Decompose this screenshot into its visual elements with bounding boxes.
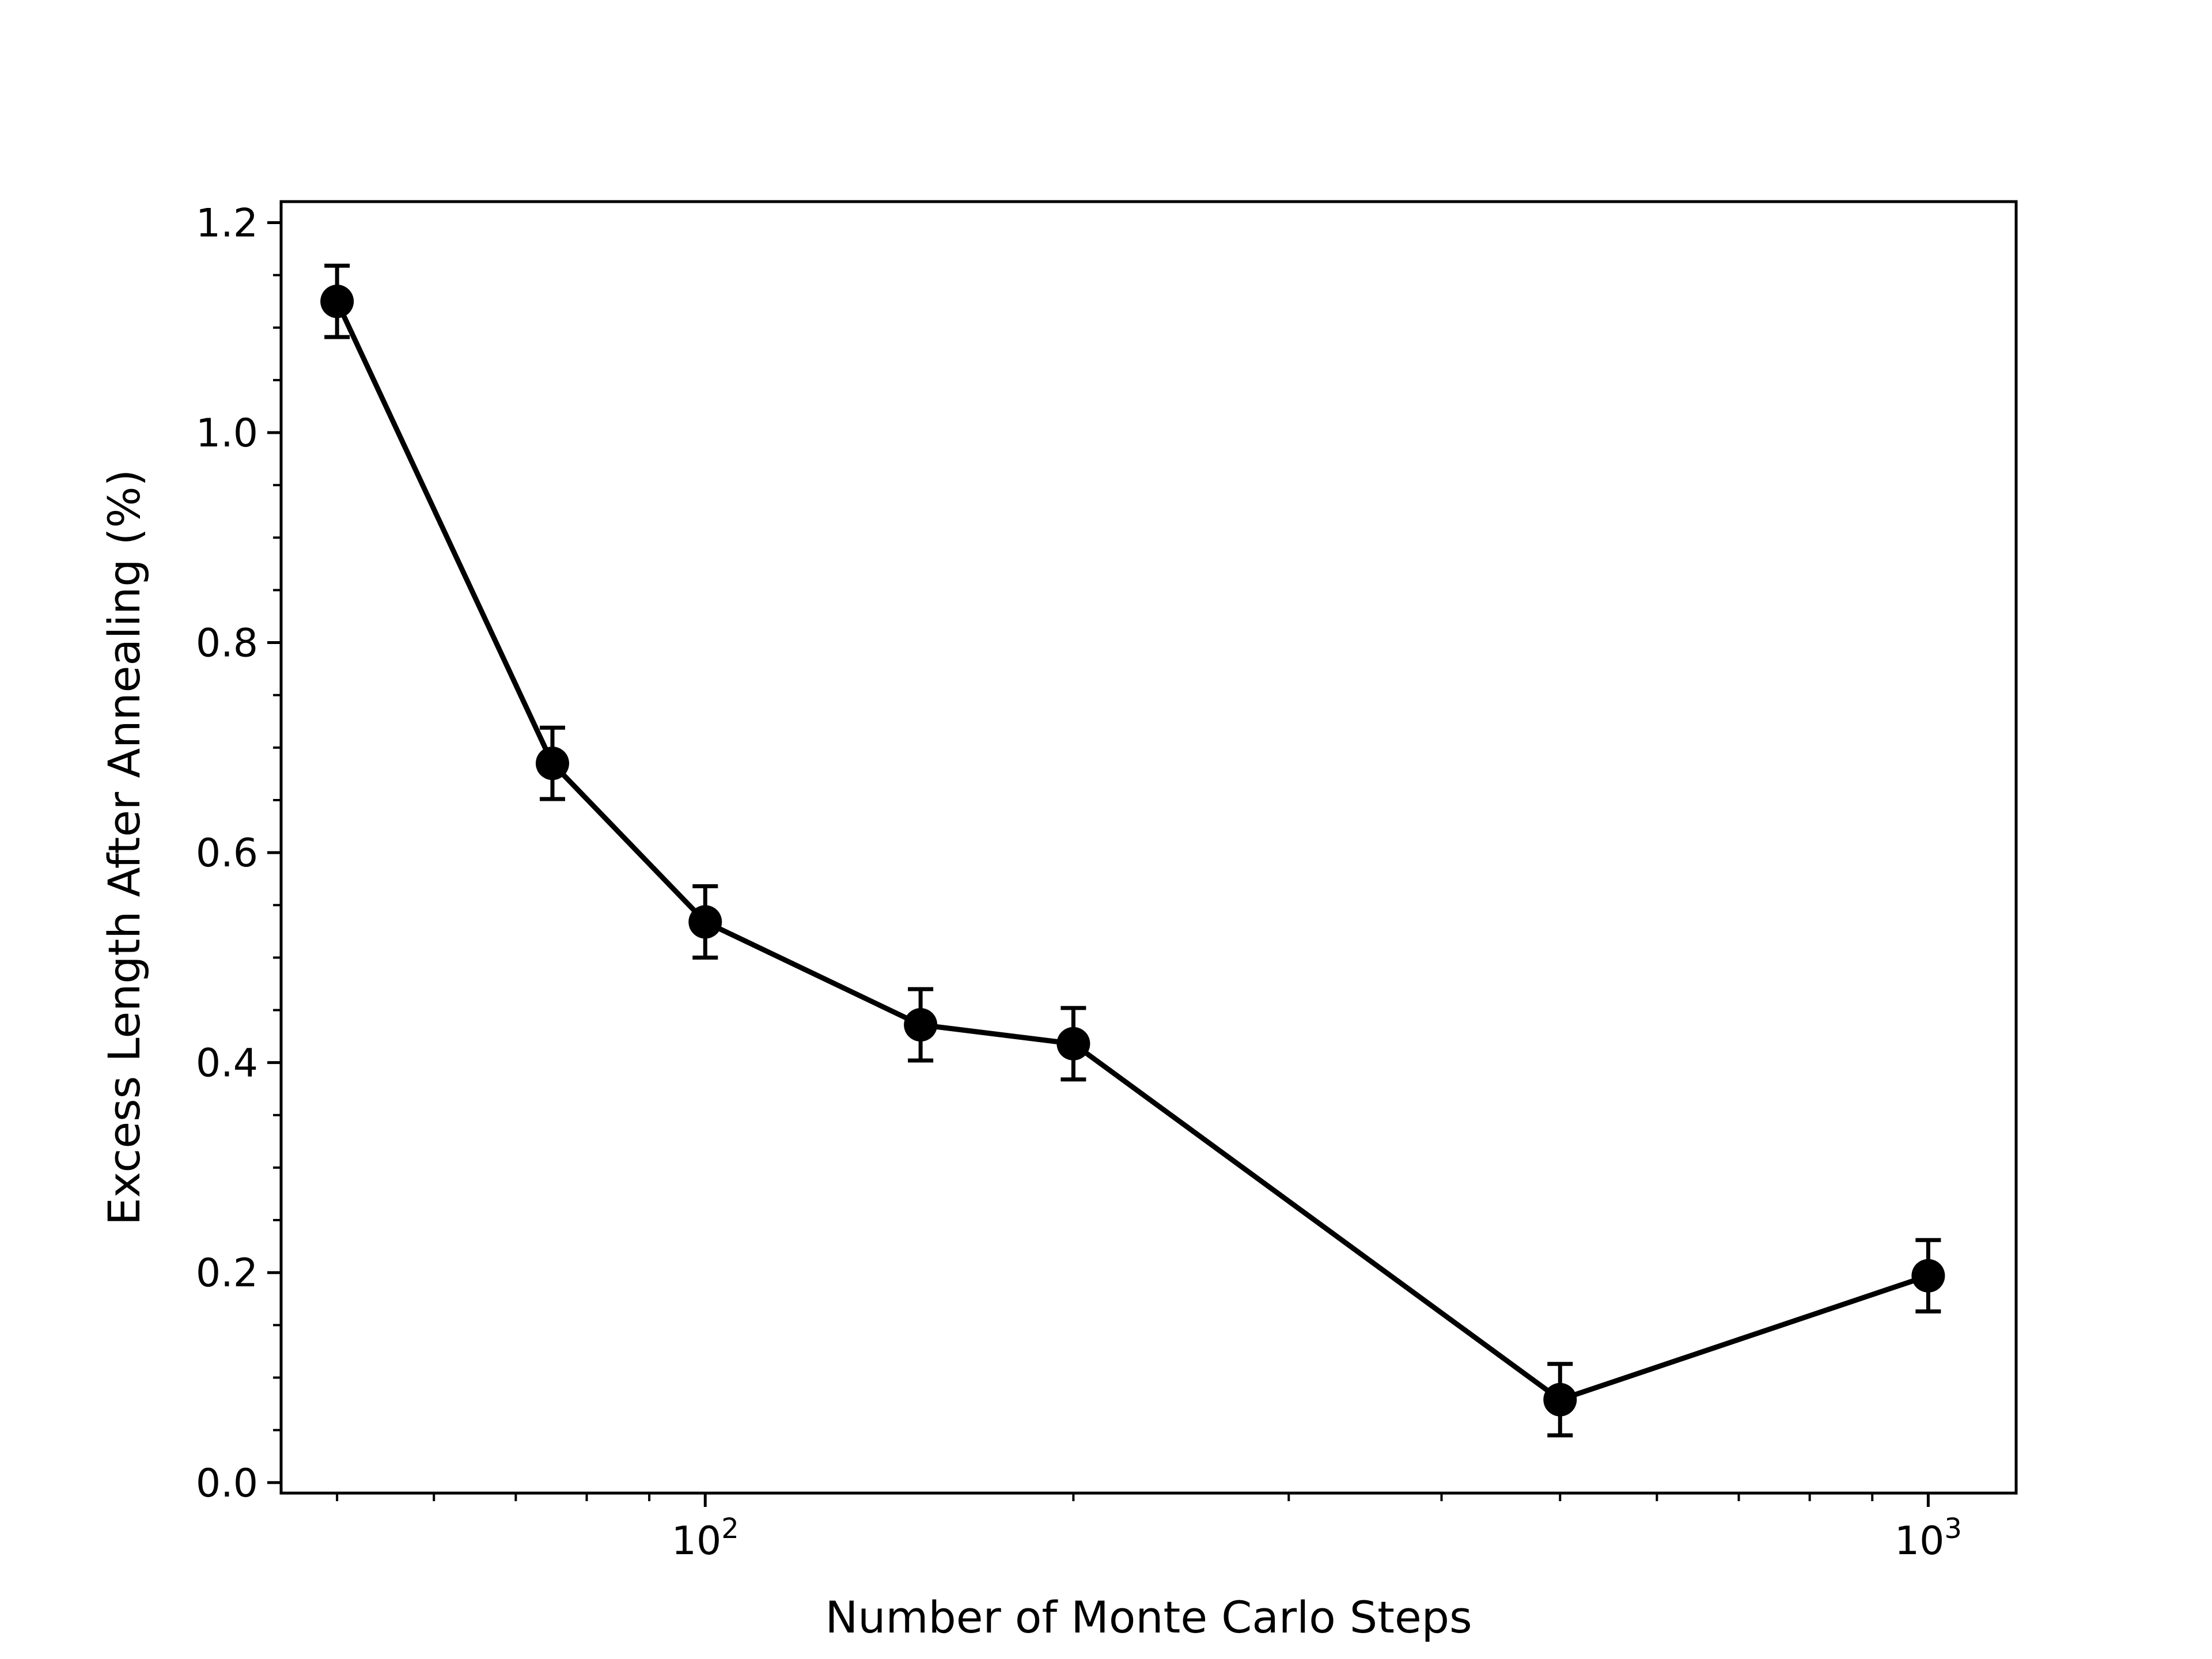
data-point	[320, 285, 354, 319]
y-tick-label: 1.2	[196, 200, 258, 246]
data-point	[688, 905, 722, 939]
data-point	[1056, 1027, 1090, 1060]
data-point	[904, 1008, 938, 1042]
y-tick-label: 0.0	[196, 1461, 258, 1506]
data-point	[536, 747, 570, 781]
y-tick-label: 0.8	[196, 621, 258, 666]
y-axis-label: Excess Length After Annealing (%)	[99, 469, 150, 1225]
x-axis-label: Number of Monte Carlo Steps	[825, 1592, 1472, 1643]
data-point	[1911, 1259, 1945, 1293]
major-ticks: 0.0 0.2 0.4 0.6 0.8 1.0 1.2 102 103	[196, 200, 1962, 1564]
y-tick-label: 0.2	[196, 1251, 258, 1296]
y-tick-label: 0.4	[196, 1041, 258, 1086]
y-tick-label: 0.6	[196, 831, 258, 876]
y-tick-label: 1.0	[196, 411, 258, 456]
series-layer	[320, 263, 1945, 1438]
data-point	[1543, 1382, 1577, 1416]
x-tick-label: 103	[1895, 1513, 1962, 1564]
plot-frame	[279, 200, 2018, 1495]
x-tick-label: 102	[672, 1513, 739, 1564]
